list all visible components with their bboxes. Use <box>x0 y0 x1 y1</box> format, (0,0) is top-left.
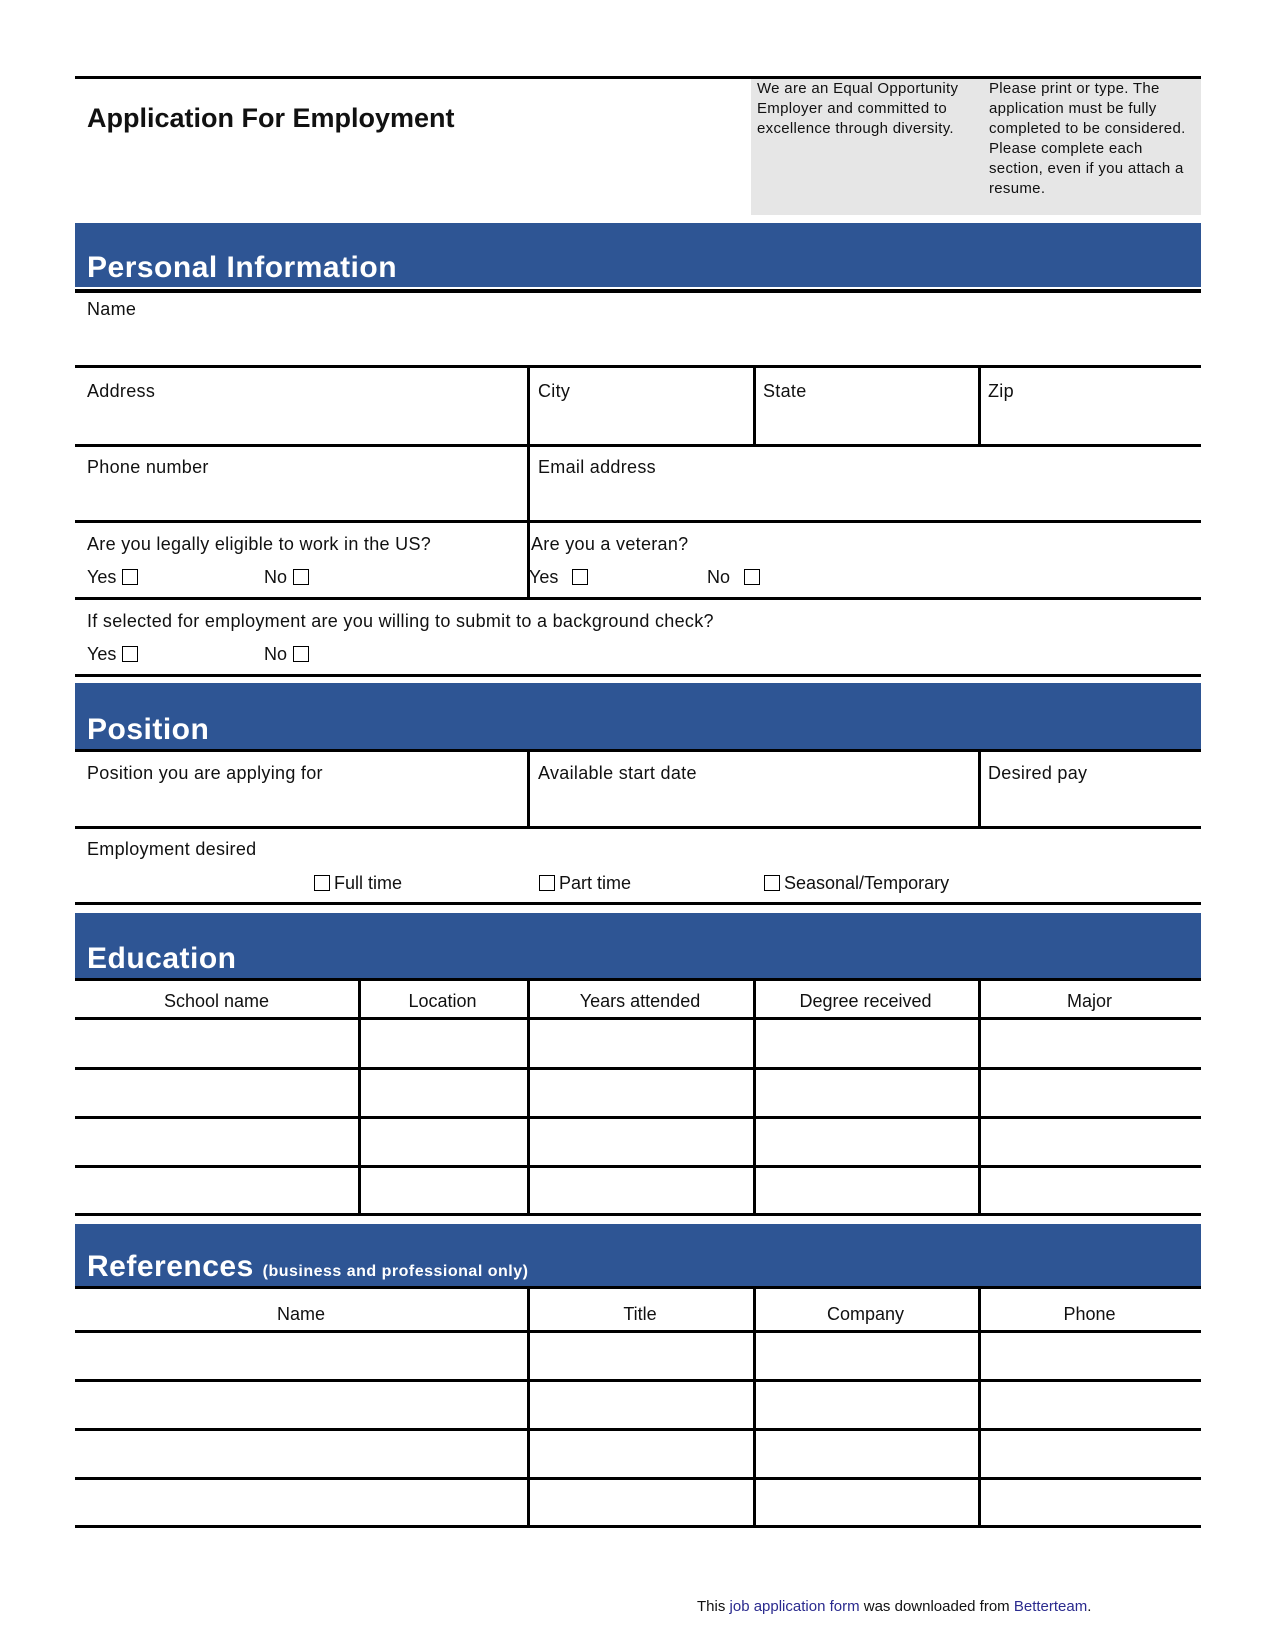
divider <box>527 366 530 446</box>
checkbox[interactable] <box>122 569 139 585</box>
instructions: Please print or type. The application mu… <box>989 80 1186 197</box>
rule <box>75 978 1201 981</box>
divider <box>753 979 756 1213</box>
checkbox[interactable] <box>293 569 310 585</box>
divider <box>978 979 981 1213</box>
divider <box>527 979 530 1213</box>
table-row[interactable] <box>75 1168 1201 1213</box>
eeo-note: We are an Equal Opportunity Employer and… <box>757 80 959 137</box>
checkbox[interactable] <box>314 875 330 891</box>
table-row[interactable] <box>75 1119 1201 1165</box>
rule <box>75 520 1201 523</box>
column-header: Years attended <box>579 991 701 1011</box>
option-seasonal[interactable]: Seasonal/Temporary <box>764 873 949 894</box>
veteran-no[interactable]: No <box>707 567 761 588</box>
divider <box>978 751 981 827</box>
section-header-personal: Personal Information <box>75 223 1201 287</box>
phone-field[interactable]: Phone number <box>87 457 209 477</box>
job-application-form-link[interactable]: job application form <box>729 1598 860 1615</box>
footer: This job application form was downloaded… <box>697 1598 1092 1615</box>
position-field[interactable]: Position you are applying for <box>87 763 323 783</box>
zip-field[interactable]: Zip <box>988 381 1014 401</box>
rule <box>75 1286 1201 1289</box>
city-field[interactable]: City <box>538 381 571 401</box>
checkbox[interactable] <box>539 875 555 891</box>
rule <box>75 1428 1201 1431</box>
rule <box>75 826 1201 829</box>
rule <box>75 1525 1201 1528</box>
veteran-question: Are you a veteran? <box>531 534 689 554</box>
employment-desired-label: Employment desired <box>87 839 257 859</box>
divider <box>978 1287 981 1525</box>
checkbox[interactable] <box>572 569 589 585</box>
top-rule <box>75 76 1201 79</box>
table-row[interactable] <box>75 1480 1201 1525</box>
option-full-time[interactable]: Full time <box>314 873 402 894</box>
rule <box>75 597 1201 600</box>
info-box: We are an Equal Opportunity Employer and… <box>751 79 1201 215</box>
state-field[interactable]: State <box>763 381 807 401</box>
section-title: Personal Information <box>87 251 398 284</box>
divider <box>358 979 361 1213</box>
column-header: Company <box>826 1304 905 1324</box>
column-header: Location <box>408 991 477 1011</box>
eligible-yes[interactable]: Yes <box>87 567 139 588</box>
rule <box>75 1116 1201 1119</box>
divider <box>527 1287 530 1525</box>
rule <box>75 1379 1201 1382</box>
table-row[interactable] <box>75 1070 1201 1116</box>
checkbox[interactable] <box>764 875 780 891</box>
section-header-references: References (business and professional on… <box>75 1224 1201 1286</box>
rule <box>75 444 1201 447</box>
checkbox[interactable] <box>122 646 139 662</box>
section-header-position: Position <box>75 683 1201 749</box>
divider <box>753 366 756 446</box>
table-row[interactable] <box>75 1333 1201 1379</box>
column-header: Degree received <box>799 991 932 1011</box>
checkbox[interactable] <box>744 569 761 585</box>
start-date-field[interactable]: Available start date <box>538 763 697 783</box>
column-header: Phone <box>1063 1304 1116 1324</box>
background-no[interactable]: No <box>264 644 310 665</box>
desired-pay-field[interactable]: Desired pay <box>988 763 1088 783</box>
section-subtitle: (business and professional only) <box>262 1263 529 1280</box>
section-title: References <box>87 1250 254 1283</box>
veteran-yes[interactable]: Yes <box>529 567 589 588</box>
rule <box>75 1067 1201 1070</box>
section-header-education: Education <box>75 913 1201 978</box>
divider <box>527 751 530 827</box>
divider <box>753 1287 756 1525</box>
divider <box>978 366 981 446</box>
rule <box>75 1477 1201 1480</box>
rule <box>75 902 1201 905</box>
rule <box>75 1165 1201 1168</box>
rule <box>75 365 1201 368</box>
checkbox[interactable] <box>293 646 310 662</box>
section-title: Position <box>87 713 210 746</box>
eligible-question: Are you legally eligible to work in the … <box>87 534 432 554</box>
page-title: Application For Employment <box>87 103 455 133</box>
table-row[interactable] <box>75 1382 1201 1428</box>
background-yes[interactable]: Yes <box>87 644 139 665</box>
rule <box>75 1330 1201 1333</box>
background-question: If selected for employment are you willi… <box>87 611 714 631</box>
rule <box>75 749 1201 752</box>
table-row[interactable] <box>75 1431 1201 1477</box>
column-header: School name <box>163 991 270 1011</box>
option-part-time[interactable]: Part time <box>539 873 631 894</box>
name-field[interactable]: Name <box>87 299 137 319</box>
table-row[interactable] <box>75 1020 1201 1067</box>
column-header: Name <box>276 1304 325 1324</box>
eligible-no[interactable]: No <box>264 567 310 588</box>
rule <box>75 289 1201 293</box>
betterteam-link[interactable]: Betterteam <box>1013 1598 1088 1615</box>
rule <box>75 1213 1201 1216</box>
rule <box>75 1017 1201 1020</box>
column-header: Title <box>623 1304 657 1324</box>
rule <box>75 674 1201 677</box>
email-field[interactable]: Email address <box>538 457 656 477</box>
section-title: Education <box>87 942 237 975</box>
address-field[interactable]: Address <box>87 381 156 401</box>
column-header: Major <box>1066 991 1112 1011</box>
